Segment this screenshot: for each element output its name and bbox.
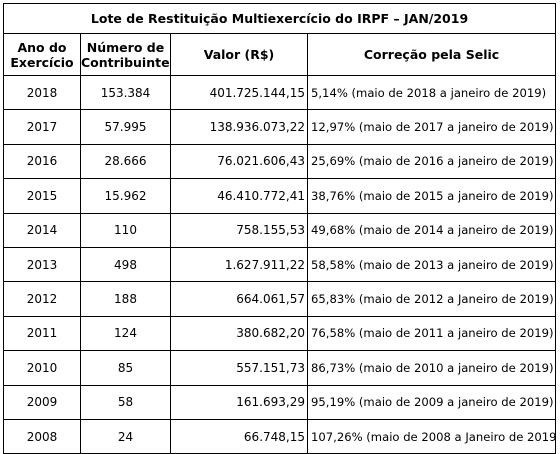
table-row: 2009 58 161.693,29 95,19% (maio de 2009 … <box>3 384 557 420</box>
cell-year: 2017 <box>3 109 81 145</box>
cell-count: 85 <box>80 350 171 386</box>
header-count: Número de Contribuintes <box>80 33 171 76</box>
cell-year: 2014 <box>3 212 81 248</box>
cell-value: 46.410.772,41 <box>170 178 308 214</box>
cell-count: 498 <box>80 246 171 283</box>
header-selic: Correção pela Selic <box>306 33 557 76</box>
cell-count: 57.995 <box>80 109 171 145</box>
table-row: 2012 188 664.061,57 65,83% (maio de 2012… <box>3 281 557 317</box>
cell-count: 28.666 <box>80 143 171 180</box>
cell-count: 24 <box>80 418 171 454</box>
cell-selic: 58,58% (maio de 2013 a janeiro de 2019) <box>306 246 557 283</box>
title-row: Lote de Restituição Multiexercício do IR… <box>2 3 557 34</box>
cell-value: 76.021.606,43 <box>170 143 308 180</box>
header-row: Ano do Exercício Número de Contribuintes… <box>3 33 557 76</box>
header-year: Ano do Exercício <box>3 33 81 76</box>
cell-value: 138.936.073,22 <box>170 109 308 145</box>
cell-year: 2011 <box>3 315 81 352</box>
header-count-line2: Contribuintes <box>81 54 171 70</box>
cell-value: 66.748,15 <box>170 418 308 454</box>
restitution-table: Lote de Restituição Multiexercício do IR… <box>2 3 557 454</box>
cell-value: 758.155,53 <box>170 212 308 248</box>
cell-value: 401.725.144,15 <box>170 74 308 111</box>
cell-count: 110 <box>80 212 171 248</box>
cell-count: 124 <box>80 315 171 352</box>
cell-value: 161.693,29 <box>170 384 308 420</box>
cell-year: 2013 <box>3 246 81 283</box>
cell-selic: 76,58% (maio de 2011 a janeiro de 2019) <box>306 315 557 352</box>
cell-year: 2008 <box>3 418 81 454</box>
cell-value: 380.682,20 <box>170 315 308 352</box>
cell-selic: 107,26% (maio de 2008 a Janeiro de 2019) <box>306 418 557 454</box>
table-row: 2014 110 758.155,53 49,68% (maio de 2014… <box>3 212 557 248</box>
header-year-line2: Exercício <box>10 54 74 70</box>
cell-selic: 38,76% (maio de 2015 a janeiro de 2019) <box>306 178 557 214</box>
header-year-line1: Ano do <box>17 39 67 55</box>
cell-selic: 65,83% (maio de 2012 a Janeiro de 2019) <box>306 281 557 317</box>
cell-year: 2009 <box>3 384 81 420</box>
header-count-line1: Número de <box>86 39 165 55</box>
table-row: 2013 498 1.627.911,22 58,58% (maio de 20… <box>3 246 557 283</box>
cell-year: 2012 <box>3 281 81 317</box>
cell-value: 664.061,57 <box>170 281 308 317</box>
cell-count: 153.384 <box>80 74 171 111</box>
cell-year: 2010 <box>3 350 81 386</box>
cell-year: 2016 <box>3 143 81 180</box>
table-row: 2017 57.995 138.936.073,22 12,97% (maio … <box>3 109 557 145</box>
table-title: Lote de Restituição Multiexercício do IR… <box>2 3 557 34</box>
cell-year: 2015 <box>3 178 81 214</box>
cell-year: 2018 <box>3 74 81 111</box>
cell-count: 15.962 <box>80 178 171 214</box>
cell-value: 1.627.911,22 <box>170 246 308 283</box>
cell-selic: 5,14% (maio de 2018 a janeiro de 2019) <box>306 74 557 111</box>
table-row: 2011 124 380.682,20 76,58% (maio de 2011… <box>3 315 557 352</box>
cell-count: 58 <box>80 384 171 420</box>
cell-count: 188 <box>80 281 171 317</box>
table-row: 2008 24 66.748,15 107,26% (maio de 2008 … <box>3 418 557 454</box>
table-row: 2018 153.384 401.725.144,15 5,14% (maio … <box>3 74 557 111</box>
cell-selic: 86,73% (maio de 2010 a janeiro de 2019) <box>306 350 557 386</box>
table-row: 2010 85 557.151,73 86,73% (maio de 2010 … <box>3 350 557 386</box>
header-value: Valor (R$) <box>170 33 308 76</box>
cell-value: 557.151,73 <box>170 350 308 386</box>
table-row: 2015 15.962 46.410.772,41 38,76% (maio d… <box>3 178 557 214</box>
cell-selic: 95,19% (maio de 2009 a janeiro de 2019) <box>306 384 557 420</box>
cell-selic: 25,69% (maio de 2016 a janeiro de 2019) <box>306 143 557 180</box>
cell-selic: 12,97% (maio de 2017 a janeiro de 2019) <box>306 109 557 145</box>
table-row: 2016 28.666 76.021.606,43 25,69% (maio d… <box>3 143 557 180</box>
cell-selic: 49,68% (maio de 2014 a janeiro de 2019) <box>306 212 557 248</box>
